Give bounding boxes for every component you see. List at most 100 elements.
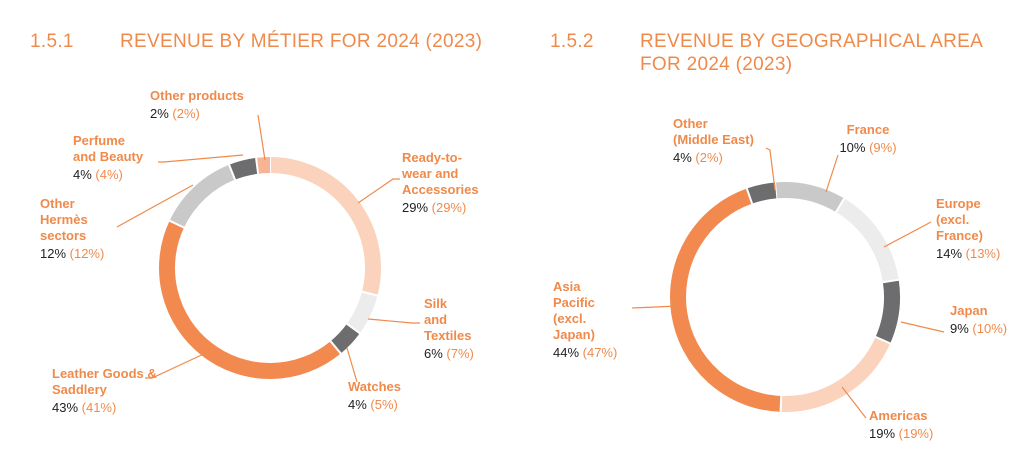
donut-slice-geo-asia-pacific-excl-japan xyxy=(670,188,782,412)
slice-separator-metier-watches xyxy=(345,322,362,335)
slice-value-2023-metier-ready-to-wear-and-accessories: (29%) xyxy=(432,200,467,215)
slice-label-metier-leather-goods-and-saddlery-line-2: Saddlery xyxy=(52,382,108,397)
slice-label-metier-silk-and-textiles-line-1: Silk xyxy=(424,296,448,311)
slice-label-geo-other-middle-east-line-1: Other xyxy=(673,116,708,131)
slice-separator-metier-other-products xyxy=(254,156,260,175)
slice-value-metier-other-hermes-sectors: 12% (12%) xyxy=(40,246,104,261)
slice-label-geo-europe-excl-france-line-2: (excl. xyxy=(936,212,969,227)
donut-slice-metier-watches xyxy=(330,323,360,354)
slice-separator-metier-other-hermes-sectors xyxy=(168,219,186,229)
leader-line-geo-other-middle-east xyxy=(765,147,776,191)
slice-label-geo-other-middle-east-line-2: (Middle East) xyxy=(673,132,754,147)
slice-label-metier-perfume-and-beauty-line-2: and Beauty xyxy=(73,149,144,164)
slice-value-2024-metier-perfume-and-beauty: 4% xyxy=(73,167,95,182)
slice-label-geo-europe-excl-france-line-1: Europe xyxy=(936,196,981,211)
slice-value-2023-metier-perfume-and-beauty: (4%) xyxy=(95,167,122,182)
leader-line-geo-asia-pacific-excl-japan xyxy=(631,305,679,309)
slice-value-metier-other-products: 2% (2%) xyxy=(150,106,200,121)
slice-label-metier-silk-and-textiles-line-3: Textiles xyxy=(424,328,471,343)
slice-value-2024-geo-europe-excl-france: 14% xyxy=(936,246,966,261)
slice-separator-geo-france xyxy=(773,181,778,200)
slice-value-2023-geo-japan: (10%) xyxy=(972,321,1007,336)
leader-line-metier-other-hermes-sectors xyxy=(116,184,194,228)
slice-value-2023-geo-americas: (19%) xyxy=(899,426,934,441)
slice-label-metier-ready-to-wear-and-accessories-line-2: wear and xyxy=(401,166,458,181)
slice-label-metier-perfume-and-beauty-line-1: Perfume xyxy=(73,133,125,148)
slice-value-2023-geo-asia-pacific-excl-japan: (47%) xyxy=(583,345,618,360)
slice-label-metier-other-products-line-1: Other products xyxy=(150,88,244,103)
donut-slice-metier-ready-to-wear-and-accessories xyxy=(269,157,381,296)
donut-slice-geo-other-middle-east xyxy=(746,182,777,204)
donut-slice-metier-silk-and-textiles xyxy=(346,291,378,334)
slice-value-geo-americas: 19% (19%) xyxy=(869,426,933,441)
slice-value-2023-metier-silk-and-textiles: (7%) xyxy=(446,346,473,361)
slice-value-2024-geo-other-middle-east: 4% xyxy=(673,150,695,165)
slice-value-metier-ready-to-wear-and-accessories: 29% (29%) xyxy=(402,200,466,215)
leader-line-metier-watches xyxy=(346,347,358,383)
donut-slice-metier-other-products xyxy=(256,156,271,174)
slice-value-2024-geo-americas: 19% xyxy=(869,426,899,441)
slice-label-geo-americas-line-1: Americas xyxy=(869,408,928,423)
leader-line-geo-europe-excl-france xyxy=(883,221,932,248)
leader-line-metier-ready-to-wear-and-accessories xyxy=(357,178,400,204)
slice-label-geo-france-line-1: France xyxy=(847,122,890,137)
slice-value-2024-geo-japan: 9% xyxy=(950,321,972,336)
slice-value-metier-silk-and-textiles: 6% (7%) xyxy=(424,346,474,361)
slice-label-metier-other-hermes-sectors-line-1: Other xyxy=(40,196,75,211)
slice-label-metier-watches-line-1: Watches xyxy=(348,379,401,394)
slice-value-2024-metier-ready-to-wear-and-accessories: 29% xyxy=(402,200,432,215)
slice-value-2023-geo-france: (9%) xyxy=(869,140,896,155)
slice-value-2024-metier-watches: 4% xyxy=(348,397,370,412)
slice-label-geo-asia-pacific-excl-japan-line-2: Pacific xyxy=(553,295,595,310)
leader-line-metier-other-products xyxy=(257,114,266,161)
slice-separator-metier-silk-and-textiles xyxy=(360,290,379,297)
slice-value-2023-metier-other-products: (2%) xyxy=(172,106,199,121)
leader-line-geo-france xyxy=(825,154,839,193)
leader-line-metier-silk-and-textiles xyxy=(367,318,420,324)
slice-label-metier-other-hermes-sectors-line-2: Hermès xyxy=(40,212,88,227)
slice-value-2023-metier-watches: (5%) xyxy=(370,397,397,412)
slice-value-2024-geo-asia-pacific-excl-japan: 44% xyxy=(553,345,583,360)
leader-line-metier-leather-goods-and-saddlery xyxy=(145,351,209,379)
slice-separator-geo-other-middle-east xyxy=(745,187,754,205)
leader-line-geo-japan xyxy=(900,321,945,333)
slice-value-2023-metier-other-hermes-sectors: (12%) xyxy=(70,246,105,261)
slice-separator-metier-leather-goods-and-saddlery xyxy=(329,339,343,355)
section-title-2-line-1: REVENUE BY GEOGRAPHICAL AREA xyxy=(640,31,983,52)
slice-value-2024-metier-other-products: 2% xyxy=(150,106,172,121)
section-number-1: 1.5.1 xyxy=(30,31,74,52)
slice-label-metier-leather-goods-and-saddlery-line-1: Leather Goods & xyxy=(52,366,157,381)
slice-value-2024-metier-other-hermes-sectors: 12% xyxy=(40,246,70,261)
donut-slice-geo-france xyxy=(774,182,845,213)
slice-separator-geo-asia-pacific-excl-japan xyxy=(779,394,783,413)
slice-value-geo-france: 10% (9%) xyxy=(839,140,896,155)
donut-slice-metier-leather-goods-and-saddlery xyxy=(159,220,341,379)
slice-value-2024-geo-france: 10% xyxy=(839,140,869,155)
slice-label-metier-silk-and-textiles-line-2: and xyxy=(424,312,447,327)
slice-value-2023-metier-leather-goods-and-saddlery: (41%) xyxy=(82,400,117,415)
slice-value-2023-geo-europe-excl-france: (13%) xyxy=(966,246,1001,261)
slice-label-geo-japan-line-1: Japan xyxy=(950,303,988,318)
slice-label-geo-asia-pacific-excl-japan-line-3: (excl. xyxy=(553,311,586,326)
donut-slice-metier-perfume-and-beauty xyxy=(229,157,259,180)
donut-slice-geo-americas xyxy=(780,336,891,412)
slice-separator-metier-perfume-and-beauty xyxy=(227,163,237,181)
slice-value-metier-watches: 4% (5%) xyxy=(348,397,398,412)
slice-separator-geo-americas xyxy=(874,335,892,345)
slice-value-geo-other-middle-east: 4% (2%) xyxy=(673,150,723,165)
slice-value-geo-europe-excl-france: 14% (13%) xyxy=(936,246,1000,261)
section-headers: 1.5.1 REVENUE BY MÉTIER FOR 2024 (2023) 1.… xyxy=(30,31,983,75)
slice-label-metier-other-hermes-sectors-line-3: sectors xyxy=(40,228,86,243)
section-title-1-line-1: REVENUE BY MÉTIER FOR 2024 (2023) xyxy=(120,31,482,52)
slice-value-geo-asia-pacific-excl-japan: 44% (47%) xyxy=(553,345,617,360)
section-number-2: 1.5.2 xyxy=(550,31,594,52)
slice-label-metier-ready-to-wear-and-accessories-line-1: Ready-to- xyxy=(402,150,462,165)
slice-separator-geo-europe-excl-france xyxy=(834,197,846,214)
slice-label-geo-asia-pacific-excl-japan-line-1: Asia xyxy=(553,279,581,294)
slice-value-2024-metier-silk-and-textiles: 6% xyxy=(424,346,446,361)
leader-line-metier-perfume-and-beauty xyxy=(158,154,244,163)
slice-value-metier-leather-goods-and-saddlery: 43% (41%) xyxy=(52,400,116,415)
